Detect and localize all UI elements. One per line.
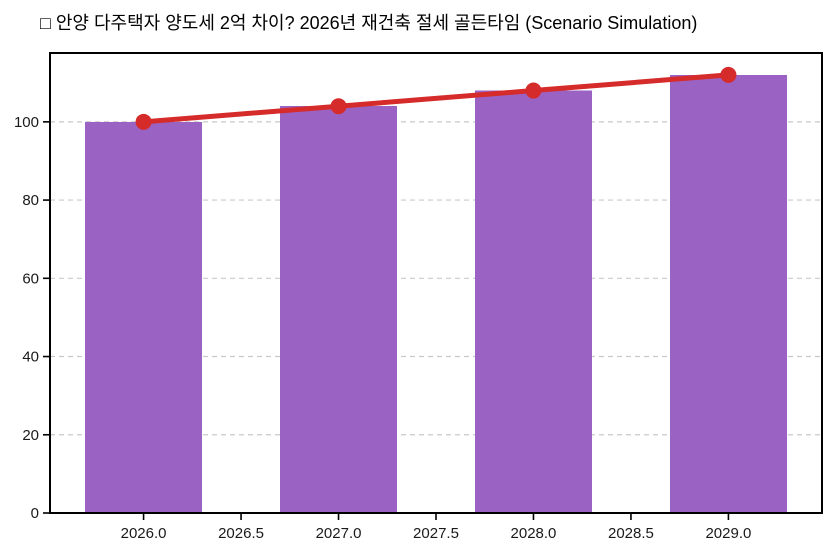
ytick-label-60: 60 — [22, 270, 39, 287]
marker-2026 — [135, 113, 152, 130]
xtick-label-2028: 2028.0 — [511, 525, 557, 542]
marker-2029 — [720, 66, 737, 83]
chart-title: □ 안양 다주택자 양도세 2억 차이? 2026년 재건축 절세 골든타임 (… — [40, 13, 698, 33]
bar-2027 — [280, 106, 398, 514]
trend-line — [141, 72, 731, 125]
xtick-label-2029: 2029.0 — [705, 525, 751, 542]
ytick-label-100: 100 — [14, 114, 39, 131]
marker-2027 — [330, 98, 347, 115]
bar-2026 — [85, 121, 203, 513]
xtick-label-2026.5: 2026.5 — [218, 525, 264, 542]
xtick-label-2026: 2026.0 — [121, 525, 167, 542]
ytick-label-20: 20 — [22, 427, 39, 444]
bar-2028 — [474, 90, 592, 513]
xtick-label-2027: 2027.0 — [316, 525, 362, 542]
ytick-label-0: 0 — [31, 505, 39, 522]
marker-2028 — [525, 82, 542, 99]
bar-2029 — [669, 74, 787, 514]
xtick-label-2027.5: 2027.5 — [413, 525, 459, 542]
ytick-label-40: 40 — [22, 349, 39, 366]
ytick-label-80: 80 — [22, 192, 39, 209]
xtick-label-2028.5: 2028.5 — [608, 525, 654, 542]
